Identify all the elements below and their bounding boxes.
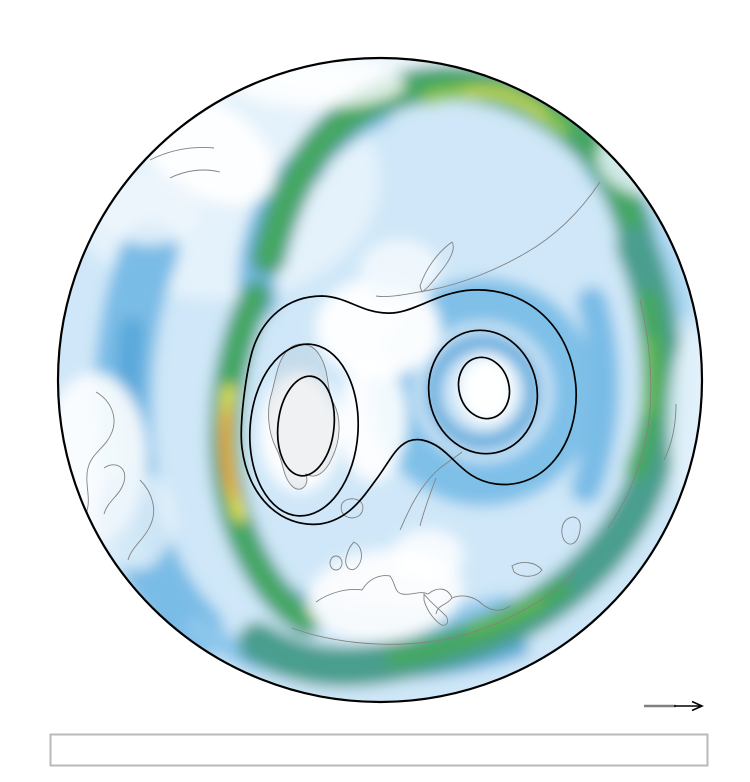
map-boundary	[56, 56, 704, 704]
contour-1560-east-low	[427, 329, 539, 455]
contour-1540-east-low	[457, 356, 511, 420]
contour-1580	[240, 289, 577, 526]
colorbar	[49, 733, 709, 767]
wind-speed-shading	[58, 58, 702, 702]
colorbar-frame	[49, 733, 709, 767]
contour-1560-west-low	[248, 343, 360, 517]
height-contours	[240, 289, 577, 526]
contour-1540-west-low	[276, 375, 336, 477]
reference-vector-head	[691, 700, 704, 712]
reference-vector	[644, 700, 704, 712]
map-disk	[58, 58, 702, 702]
